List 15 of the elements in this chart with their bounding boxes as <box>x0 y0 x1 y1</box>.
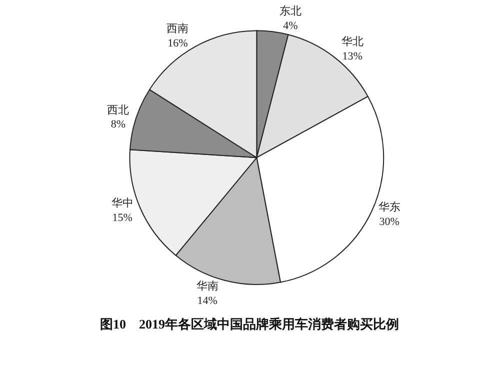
slice-label: 西北 <box>107 103 130 116</box>
data-label: 16% <box>168 38 188 50</box>
data-label: 14% <box>197 294 218 307</box>
slice-label: 西南 <box>166 22 189 36</box>
data-label: 4% <box>283 20 298 32</box>
slice-label: 华中 <box>111 196 134 210</box>
data-label: 13% <box>342 50 362 62</box>
slice-label: 华北 <box>341 35 364 48</box>
text: 图10 2019年各区域中国品牌乘用车消费者购买比例 <box>100 316 399 332</box>
slice-label: 华东 <box>378 200 400 214</box>
data-label: 30% <box>379 216 400 228</box>
data-label: 8% <box>110 118 126 131</box>
slice-label: 华南 <box>196 280 218 293</box>
slice-label: 东北 <box>279 4 302 18</box>
data-label: 15% <box>112 212 132 224</box>
